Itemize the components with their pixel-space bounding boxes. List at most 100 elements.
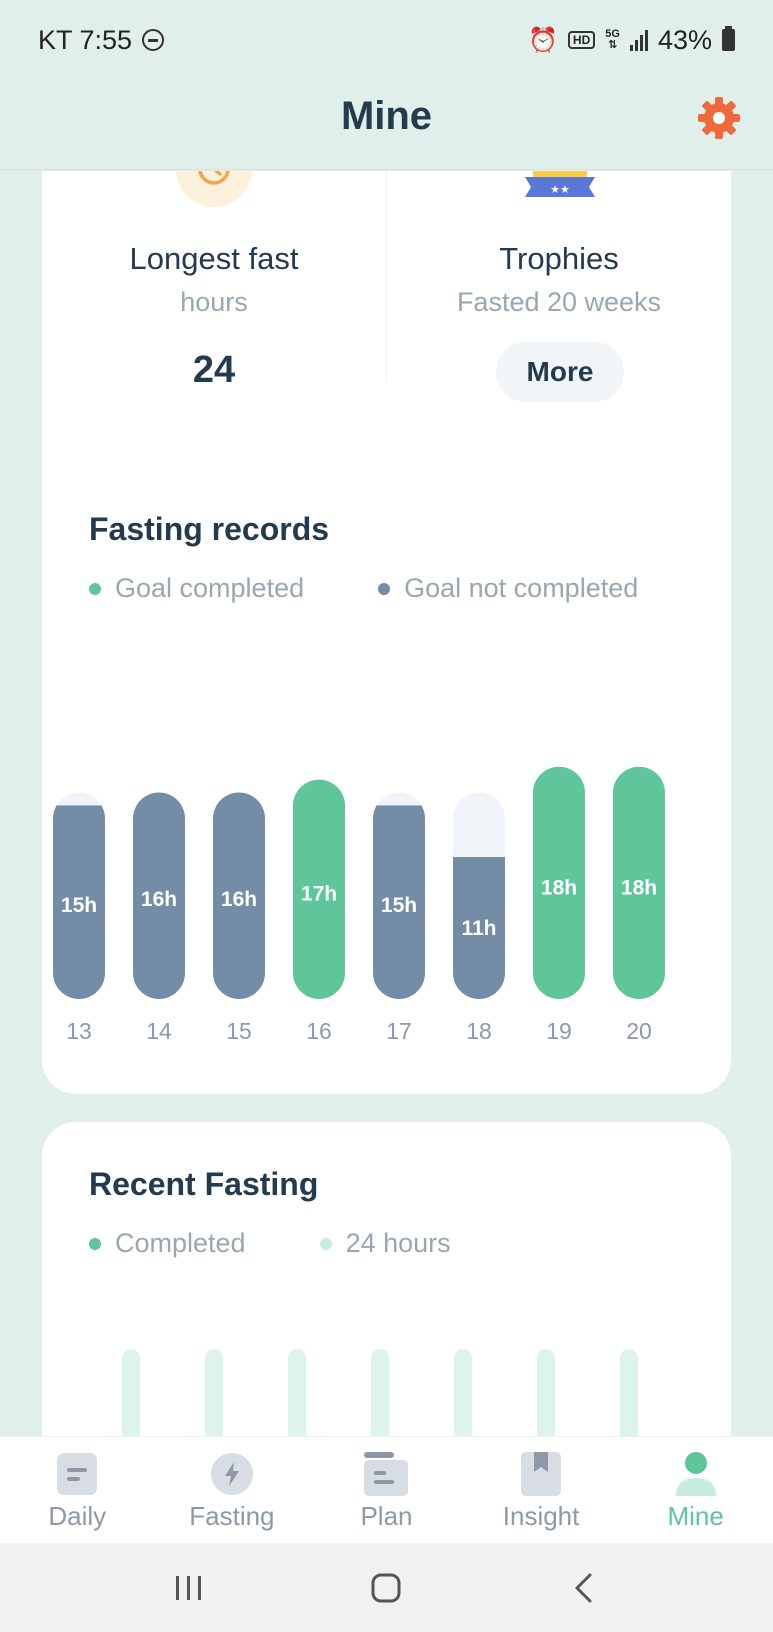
legend-item-completed: Completed (89, 1228, 246, 1259)
bar-value-label: 15h (61, 894, 97, 917)
bar-group-17[interactable]: 15h 17 (373, 792, 425, 1044)
status-right: ⏰ HD 5G ⇅ 43% (528, 25, 735, 56)
fasting-records-card: Fasting records Goal completed Goal not … (42, 467, 731, 1094)
recent-bar (371, 1349, 389, 1436)
recent-bar (537, 1349, 555, 1436)
bar-value-label: 18h (541, 876, 577, 899)
trophies-stat: 20 ★★ Trophies Fasted 20 weeks More (387, 171, 731, 608)
legend-label-completed: Goal completed (115, 573, 305, 603)
nav-item-fasting[interactable]: Fasting (155, 1437, 310, 1543)
home-button[interactable] (356, 1558, 416, 1618)
fasting-records-legend: Goal completed Goal not completed (89, 573, 712, 604)
legend-dot-24-hours (319, 1237, 332, 1250)
legend-label-recent-completed: Completed (115, 1228, 246, 1258)
back-icon (575, 1573, 592, 1602)
fasting-records-title: Fasting records (89, 511, 330, 547)
app-header: Mine (0, 80, 773, 170)
battery-percent: 43% (657, 24, 712, 55)
gear-icon (698, 97, 740, 139)
svg-text:★★: ★★ (550, 184, 570, 196)
legend-dot-completed (89, 582, 101, 595)
bar-17 (373, 805, 425, 999)
bar-value-label: 18h (621, 876, 657, 899)
stats-divider (386, 171, 387, 381)
status-bar: KT 7:55 ⏰ HD 5G ⇅ 43% (0, 0, 773, 80)
bar-group-15[interactable]: 16h 15 (213, 792, 265, 1044)
legend-item-goal-completed: Goal completed (89, 573, 304, 604)
legend-item-goal-not-completed: Goal not completed (378, 573, 638, 604)
back-button[interactable] (554, 1558, 614, 1618)
x-tick-label: 14 (146, 1018, 172, 1044)
bar-18 (453, 857, 505, 999)
trophies-more-button[interactable]: More (496, 342, 624, 402)
bar-value-label: 11h (461, 917, 496, 940)
bar-value-label: 16h (141, 888, 177, 911)
longest-fast-unit: hours (180, 287, 248, 317)
x-tick-label: 16 (306, 1018, 332, 1044)
recent-apps-button[interactable] (159, 1558, 219, 1618)
legend-label-not-completed: Goal not completed (404, 573, 639, 603)
nav-label-insight: Insight (502, 1501, 580, 1531)
fasting-bolt-icon (210, 1451, 254, 1497)
nav-label-daily: Daily (48, 1501, 107, 1531)
bottom-nav: Daily Fasting Plan Insight (0, 1436, 773, 1543)
legend-item-24-hours: 24 hours (319, 1228, 451, 1259)
recent-fasting-card: Recent Fasting Completed 24 hours (42, 1122, 731, 1436)
system-nav-bar (0, 1543, 773, 1632)
status-time: KT 7:55 (38, 24, 133, 55)
bar-value-label: 17h (301, 882, 337, 905)
bar-group-14[interactable]: 16h 14 (133, 792, 185, 1044)
bar-value-label: 15h (381, 894, 417, 917)
recent-bar (122, 1349, 140, 1436)
bar-group-19[interactable]: 18h 19 (533, 766, 585, 1044)
longest-fast-stat: Longest fast hours 24 (42, 171, 386, 608)
bar-13 (53, 805, 105, 999)
recent-fasting-chart[interactable] (42, 1122, 731, 1436)
mine-person-icon (674, 1451, 718, 1497)
bar-group-20[interactable]: 18h 20 (613, 766, 665, 1044)
daily-icon (55, 1451, 99, 1497)
bar-group-18[interactable]: 11h 18 (453, 792, 505, 1044)
nav-item-mine[interactable]: Mine (618, 1437, 773, 1543)
x-tick-label: 18 (466, 1018, 492, 1044)
data-arrows-icon: ⇅ (608, 39, 618, 51)
x-tick-label: 19 (546, 1018, 572, 1044)
trophy-icon: 20 ★★ (525, 171, 595, 197)
hd-badge: HD (567, 31, 596, 49)
settings-button[interactable] (695, 94, 743, 142)
nav-label-mine: Mine (667, 1501, 724, 1531)
network-5g-icon: 5G ⇅ (605, 29, 620, 51)
legend-dot-recent-completed (89, 1237, 101, 1250)
x-tick-label: 13 (66, 1018, 92, 1044)
recent-bar (454, 1349, 472, 1436)
longest-fast-value: 24 (192, 349, 236, 391)
bar-14 (133, 792, 185, 999)
fasting-records-chart[interactable]: 15h 13 16h 14 16h 15 17h 16 15h 17 11h 18 18h 19 18h 20 (42, 467, 731, 1094)
signal-icon (629, 29, 648, 51)
insight-bookmark-icon (519, 1451, 563, 1497)
nav-item-daily[interactable]: Daily (0, 1437, 155, 1543)
bar-group-13[interactable]: 15h 13 (53, 792, 105, 1044)
home-icon (371, 1573, 401, 1602)
recent-fasting-title: Recent Fasting (89, 1166, 319, 1202)
network-label: 5G (605, 28, 620, 40)
bar-16 (293, 779, 345, 999)
bar-group-16[interactable]: 17h 16 (293, 779, 345, 1044)
nav-label-plan: Plan (360, 1501, 413, 1531)
recent-fasting-legend: Completed 24 hours (89, 1228, 525, 1259)
status-left: KT 7:55 (38, 24, 165, 56)
do-not-disturb-icon (142, 29, 165, 51)
battery-icon (722, 26, 735, 51)
trophies-subtitle: Fasted 20 weeks (456, 287, 662, 317)
recent-bar (288, 1349, 306, 1436)
bar-value-label: 16h (221, 888, 257, 911)
recent-bar (205, 1349, 223, 1436)
page-title: Mine (340, 94, 433, 138)
bar-20 (613, 766, 665, 999)
longest-fast-title: Longest fast (129, 241, 299, 276)
recent-apps-icon (175, 1575, 201, 1600)
content-scroll[interactable]: Longest fast hours 24 20 ★★ Trophies Fas… (0, 171, 773, 1436)
nav-item-plan[interactable]: Plan (309, 1437, 464, 1543)
nav-item-insight[interactable]: Insight (464, 1437, 619, 1543)
trophies-title: Trophies (499, 241, 619, 276)
